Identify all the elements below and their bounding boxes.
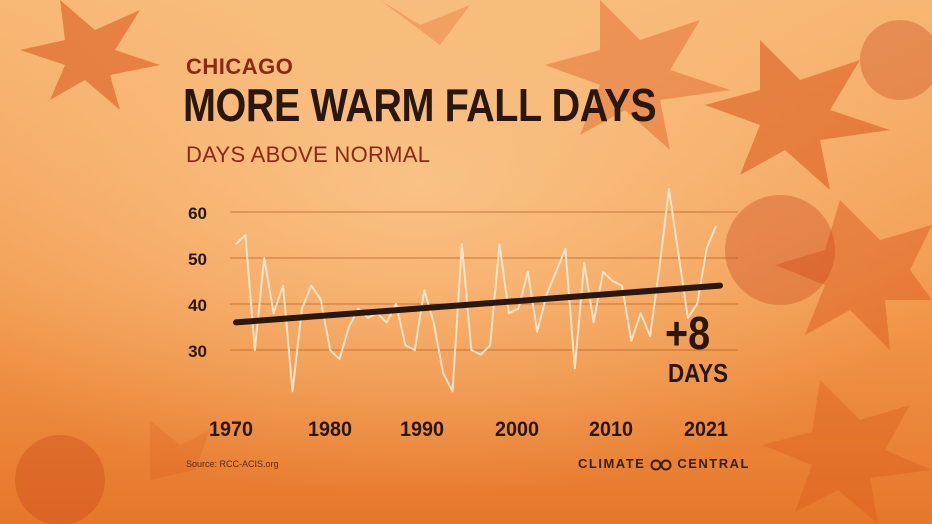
series-line-days-above-normal	[235, 188, 717, 393]
y-tick-label: 60	[188, 204, 207, 223]
y-tick-label: 50	[188, 250, 207, 269]
brand-name-right: CENTRAL	[677, 456, 750, 471]
x-tick-labels: 1970 1980 1990 2000 2010 2021	[209, 418, 728, 441]
infinity-logo-icon	[650, 459, 672, 471]
x-tick-label: 1980	[308, 418, 352, 441]
x-tick-label: 1970	[209, 418, 253, 441]
source-note: Source: RCC-ACIS.org	[186, 459, 279, 469]
x-tick-label: 2021	[684, 418, 728, 441]
y-tick-label: 30	[188, 342, 207, 361]
x-tick-label: 2010	[589, 418, 633, 441]
x-tick-label: 1990	[400, 418, 444, 441]
trend-change-unit: DAYS	[668, 358, 729, 388]
x-tick-label: 2000	[495, 418, 539, 441]
y-tick-label: 40	[188, 296, 207, 315]
gridlines	[230, 211, 738, 351]
trend-line	[233, 282, 723, 326]
brand-name-left: CLIMATE	[578, 456, 646, 471]
chart-title: MORE WARM FALL DAYS	[183, 79, 657, 131]
brand-logo: CLIMATE CENTRAL	[578, 456, 750, 471]
trend-change-value: +8	[665, 307, 711, 359]
series-group	[233, 188, 723, 393]
chart-subtitle: DAYS ABOVE NORMAL	[186, 142, 431, 167]
y-tick-labels: 30 40 50 60	[188, 204, 207, 361]
chart-supertitle: CHICAGO	[186, 54, 294, 79]
